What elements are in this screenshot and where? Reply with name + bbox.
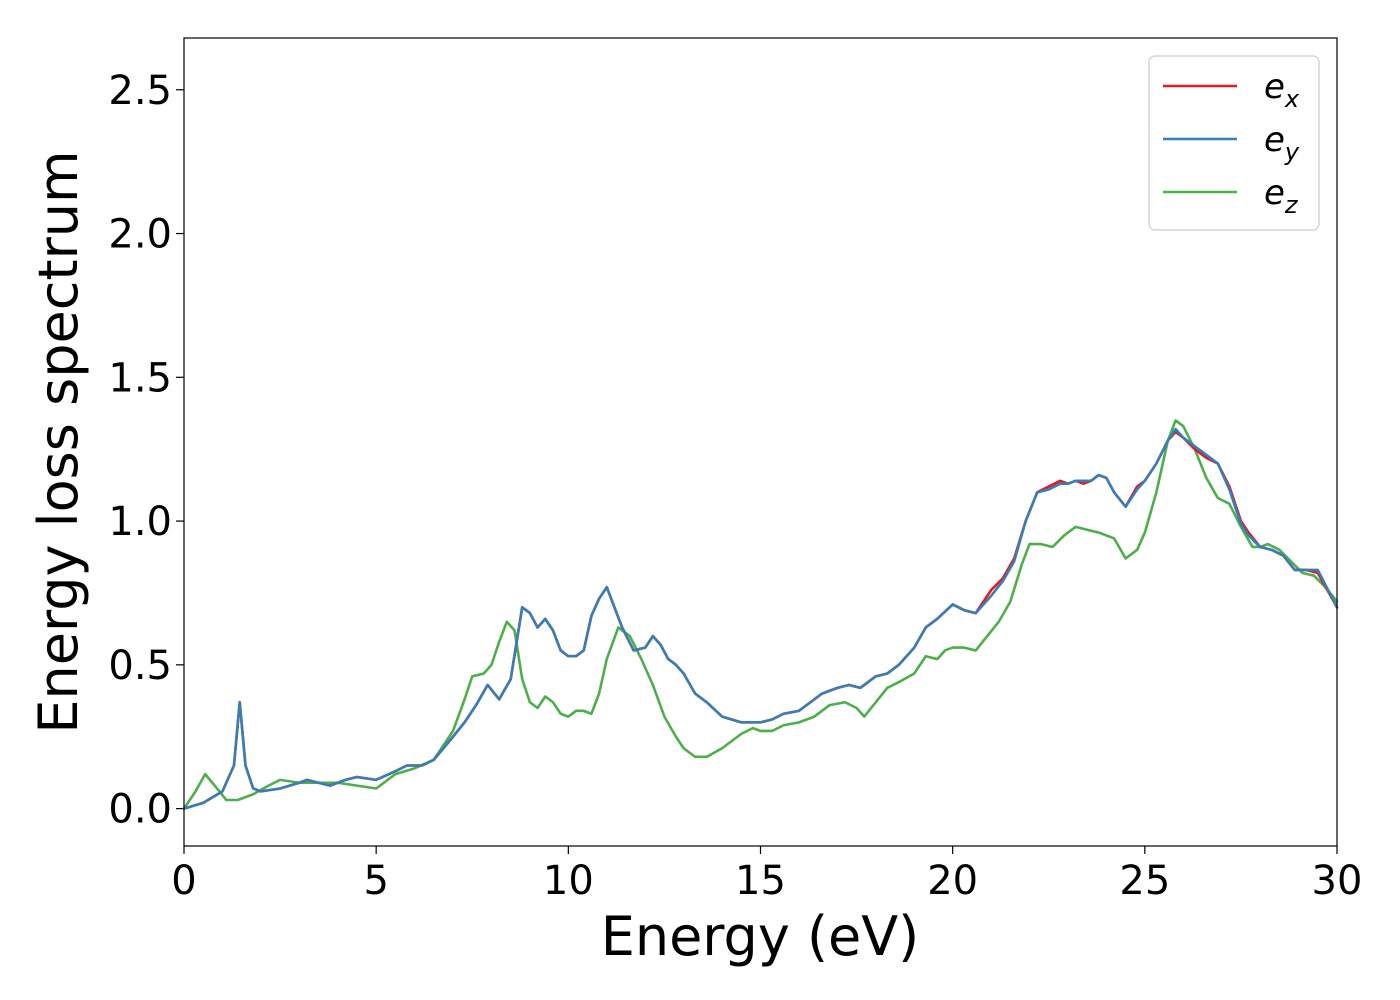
legend-label-e-z: ez [1264, 173, 1299, 219]
plot-frame [183, 37, 1338, 847]
legend-label-e-x: ex [1264, 67, 1300, 113]
legend-label-subscript: x [1284, 85, 1300, 113]
x-tick-label: 5 [363, 858, 388, 904]
y-axis-label: Energy loss spectrum [27, 150, 90, 733]
series-line-e-x [182, 430, 1339, 810]
x-axis-label: Energy (eV) [601, 905, 920, 968]
y-tick-label: 0.0 [108, 787, 172, 833]
series-line-e-z [182, 419, 1339, 810]
x-tick-label: 10 [543, 858, 594, 904]
y-tick-label: 2.0 [108, 212, 172, 258]
legend-label-main: e [1264, 173, 1285, 213]
legend-label-subscript: z [1284, 191, 1299, 219]
y-tick-label: 1.0 [108, 499, 172, 545]
y-tick-label: 2.5 [108, 68, 172, 114]
series-line-e-y [182, 427, 1339, 810]
legend-label-subscript: y [1284, 138, 1300, 166]
x-tick-label: 30 [1312, 858, 1363, 904]
legend-label-e-y: ey [1264, 120, 1300, 166]
series-layer [182, 419, 1339, 810]
y-axis-ticks: 0.0 0.5 1.0 1.5 2.0 2.5 [108, 68, 184, 833]
x-tick-label: 0 [171, 858, 196, 904]
legend-label-main: e [1264, 67, 1285, 107]
x-tick-label: 15 [735, 858, 786, 904]
legend-box [1148, 55, 1320, 231]
y-tick-label: 0.5 [108, 643, 172, 689]
x-axis-ticks: 0 5 10 15 20 25 30 [171, 846, 1362, 904]
x-tick-label: 20 [927, 858, 978, 904]
legend-label-main: e [1264, 120, 1285, 160]
x-tick-label: 25 [1119, 858, 1170, 904]
y-tick-label: 1.5 [108, 355, 172, 401]
